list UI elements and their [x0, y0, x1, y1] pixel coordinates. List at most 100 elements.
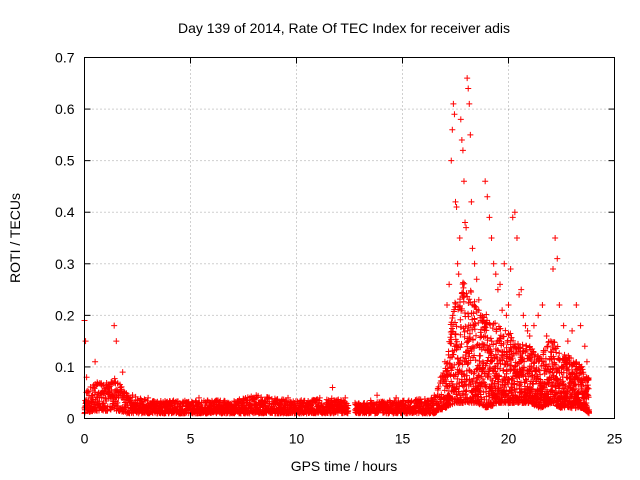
- band-point: [477, 326, 484, 333]
- data-point: [310, 397, 317, 404]
- band-point: [460, 284, 467, 291]
- band-point: [540, 362, 547, 369]
- data-point: [543, 332, 550, 339]
- band-point: [505, 332, 512, 339]
- band-point: [479, 359, 486, 366]
- x-tick-label: 20: [501, 431, 517, 447]
- data-point: [285, 394, 292, 401]
- band-point: [518, 388, 525, 395]
- data-point: [516, 291, 523, 298]
- band-point: [483, 311, 490, 318]
- data-point: [482, 178, 489, 185]
- band-point: [585, 394, 592, 401]
- band-point: [525, 373, 532, 380]
- data-point: [157, 400, 164, 407]
- data-point: [183, 402, 190, 409]
- data-point: [554, 255, 561, 262]
- band-point: [464, 327, 471, 334]
- band-point: [545, 363, 552, 370]
- data-point: [556, 302, 563, 309]
- data-point: [467, 131, 474, 138]
- band-point: [556, 356, 563, 363]
- data-point: [278, 397, 285, 404]
- x-tick-label: 10: [289, 431, 305, 447]
- band-point: [484, 334, 491, 341]
- band-point: [487, 335, 494, 342]
- band-point: [465, 353, 472, 360]
- data-point: [92, 358, 99, 365]
- band-point: [535, 366, 542, 373]
- band-point: [408, 398, 415, 405]
- data-point: [494, 286, 501, 293]
- data-point: [87, 394, 94, 401]
- band-point: [509, 355, 516, 362]
- band-point: [435, 383, 442, 390]
- band-point: [141, 396, 148, 403]
- x-tick-label: 25: [607, 431, 623, 447]
- band-point: [495, 381, 502, 388]
- data-point: [89, 384, 96, 391]
- band-point: [552, 361, 559, 368]
- data-point: [453, 204, 460, 211]
- band-point: [472, 320, 479, 327]
- data-point: [462, 219, 469, 226]
- band-point: [471, 326, 478, 333]
- data-point: [454, 260, 461, 267]
- data-point: [564, 338, 571, 345]
- band-point: [475, 307, 482, 314]
- x-tick-label: 15: [395, 431, 411, 447]
- x-tick-label: 0: [81, 431, 89, 447]
- band-point: [578, 363, 585, 370]
- band-point: [479, 375, 486, 382]
- band-point: [501, 348, 508, 355]
- band-point: [585, 385, 592, 392]
- data-point: [466, 100, 473, 107]
- band-point: [92, 389, 99, 396]
- band-point: [465, 313, 472, 320]
- data-point: [102, 394, 109, 401]
- data-point: [469, 245, 476, 252]
- band-point: [441, 387, 448, 394]
- data-point: [115, 394, 122, 401]
- data-point: [475, 296, 482, 303]
- band-point: [446, 360, 453, 367]
- band-point: [463, 387, 470, 394]
- band-point: [489, 325, 496, 332]
- band-point: [491, 355, 498, 362]
- band-point: [554, 343, 561, 350]
- data-point: [451, 111, 458, 118]
- data-point: [424, 397, 431, 404]
- band-point: [471, 352, 478, 359]
- data-point: [509, 214, 516, 221]
- data-point: [342, 394, 349, 401]
- band-point: [569, 369, 576, 376]
- data-point: [195, 394, 202, 401]
- data-point: [329, 384, 336, 391]
- band-point: [461, 280, 468, 287]
- band-point: [571, 380, 578, 387]
- x-tick-labels: 0 5 10 15 20 25: [81, 431, 623, 447]
- data-point: [450, 100, 457, 107]
- band-point: [490, 320, 497, 327]
- data-point: [136, 400, 143, 407]
- band-point: [91, 385, 98, 392]
- data-point: [176, 400, 183, 407]
- band-point: [585, 375, 592, 382]
- band-point: [510, 337, 517, 344]
- data-point: [412, 402, 419, 409]
- band-point: [506, 356, 513, 363]
- y-tick-label: 0.4: [55, 204, 75, 220]
- band-point: [457, 331, 464, 338]
- data-point: [431, 392, 438, 399]
- y-tick-label: 0.5: [55, 153, 75, 169]
- data-point: [117, 384, 124, 391]
- band-point: [458, 305, 465, 312]
- data-point: [259, 397, 266, 404]
- band-point: [508, 334, 515, 341]
- data-point: [335, 400, 342, 407]
- band-point: [454, 354, 461, 361]
- band-point: [505, 376, 512, 383]
- data-point: [100, 400, 107, 407]
- band-point: [497, 365, 504, 372]
- band-point: [547, 338, 554, 345]
